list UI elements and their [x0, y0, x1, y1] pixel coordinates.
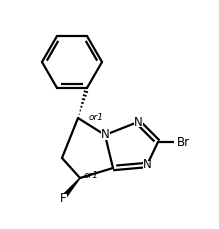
Text: F: F — [60, 191, 66, 204]
Polygon shape — [61, 178, 80, 199]
Text: N: N — [143, 158, 151, 172]
Text: or1: or1 — [84, 171, 99, 180]
Text: N: N — [134, 115, 142, 128]
Bar — [174, 137, 192, 147]
Bar — [134, 117, 143, 126]
Text: or1: or1 — [89, 112, 104, 122]
Text: N: N — [101, 128, 109, 142]
Bar — [101, 131, 110, 139]
Bar — [143, 161, 152, 169]
Bar — [59, 194, 67, 202]
Text: Br: Br — [177, 136, 190, 148]
